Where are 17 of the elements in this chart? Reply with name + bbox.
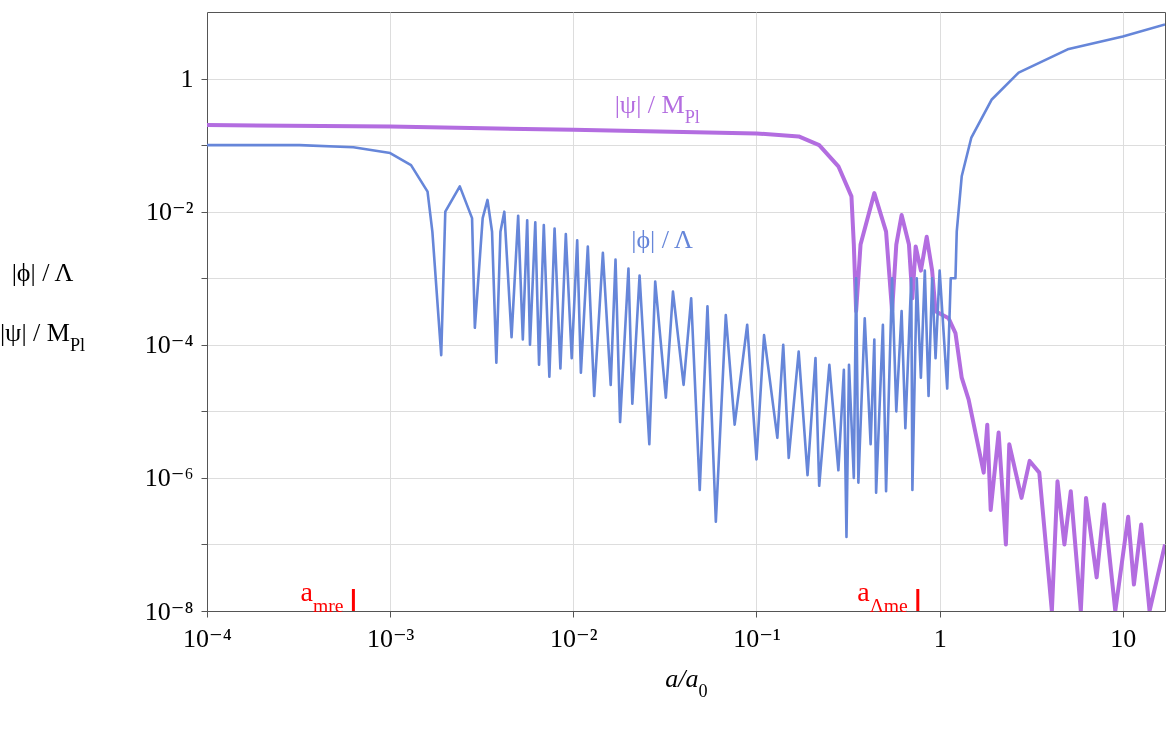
y-tick-label: 1	[180, 64, 194, 94]
y-tick-label: 10⁻⁶	[144, 463, 194, 493]
y-tick-label: 10⁻⁴	[144, 330, 194, 360]
ref-line-label: a$_{mre}$	[300, 576, 344, 616]
series-label: |ϕ| / Λ	[631, 224, 694, 254]
x-tick-label: 10⁻²	[550, 623, 598, 653]
y-axis-title: |ϕ| / Λ |ψ| / M$_{Pl}$	[0, 257, 86, 355]
x-axis-title: a/a$_{0}$	[665, 663, 708, 701]
x-tick-label: 10⁻¹	[733, 623, 781, 653]
y-tick-label: 10⁻⁸	[144, 596, 194, 626]
y-tick-label: 10⁻²	[145, 197, 194, 227]
x-tick-label: 10	[1110, 623, 1137, 653]
series-label: |ψ| / M$_{Pl}$	[614, 89, 700, 127]
x-tick-label: 1	[933, 623, 947, 653]
ref-line-label: a$_{Λme}$	[857, 576, 909, 616]
x-tick-label: 10⁻³	[366, 623, 415, 653]
x-tick-label: 10⁻⁴	[183, 623, 232, 653]
